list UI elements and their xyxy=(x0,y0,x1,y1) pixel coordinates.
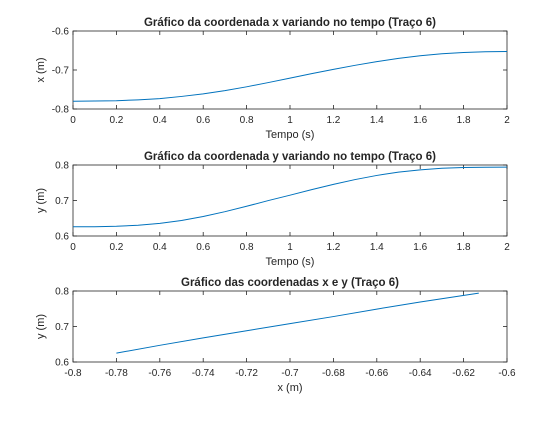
x-vs-time-chart-title: Gráfico da coordenada x variando no temp… xyxy=(144,17,436,29)
y-vs-x-x-tick-label: -0.76 xyxy=(148,368,171,379)
y-vs-x-x-tick-label: -0.7 xyxy=(281,368,299,379)
x-vs-time-series-line xyxy=(72,50,508,102)
y-vs-x-x-tick-label: -0.72 xyxy=(235,368,258,379)
y-vs-x-y-tick-label: 0.6 xyxy=(55,358,69,369)
y-vs-x-x-tick-label: -0.64 xyxy=(409,368,432,379)
y-vs-x-y-tick-label: 0.8 xyxy=(55,287,69,298)
y-vs-x-x-tick-label: -0.6 xyxy=(498,368,516,379)
y-vs-x-x-axis-label: x (m) xyxy=(277,382,302,394)
x-vs-time-x-tick-label: 0.6 xyxy=(196,115,210,126)
y-vs-x-y-axis-label: y (m) xyxy=(35,314,47,339)
x-vs-time-x-tick-label: 1.4 xyxy=(370,115,384,126)
x-vs-time-panel: 0 0.2 0.4 0.6 0.8 1 1.2 1.4 1.6 1.8 2 -0.8 -0.7 -0.6 G… xyxy=(35,17,510,141)
y-vs-x-plot-area xyxy=(72,290,508,363)
x-vs-time-x-tick-label: 0.4 xyxy=(153,115,167,126)
y-vs-x-x-tick-label: -0.62 xyxy=(452,368,475,379)
y-vs-time-y-tick-label: 0.8 xyxy=(55,161,69,172)
x-vs-time-y-tick-label: -0.8 xyxy=(52,105,70,116)
y-vs-x-x-tick-label: -0.74 xyxy=(192,368,215,379)
x-vs-time-y-axis-label: x (m) xyxy=(35,57,47,82)
y-vs-x-series-line xyxy=(116,292,479,354)
x-vs-time-x-tick-label: 2 xyxy=(504,115,510,126)
y-vs-time-y-tick-label: 0.6 xyxy=(55,232,69,243)
y-vs-time-chart-title: Gráfico da coordenada y variando no temp… xyxy=(144,151,436,163)
y-vs-time-x-tick-label: 2 xyxy=(504,242,510,253)
x-vs-time-x-axis-label: Tempo (s) xyxy=(266,129,315,141)
y-vs-time-panel: 0 0.2 0.4 0.6 0.8 1 1.2 1.4 1.6 1.8 2 0.6 0.7 0.8 Gráf… xyxy=(35,151,510,268)
y-vs-time-x-tick-label: 0.4 xyxy=(153,242,167,253)
y-vs-time-x-tick-label: 1.2 xyxy=(326,242,340,253)
y-vs-time-x-tick-label: 1.4 xyxy=(370,242,384,253)
y-vs-x-x-tick-label: -0.66 xyxy=(365,368,388,379)
x-vs-time-x-tick-label: 0.2 xyxy=(109,115,123,126)
x-vs-time-y-tick-label: -0.7 xyxy=(52,66,70,77)
y-vs-x-x-tick-label: -0.8 xyxy=(64,368,82,379)
y-vs-time-y-axis-label: y (m) xyxy=(35,188,47,213)
y-vs-time-x-tick-label: 1.6 xyxy=(413,242,427,253)
y-vs-x-x-tick-label: -0.78 xyxy=(105,368,128,379)
x-vs-time-x-tick-label: 1 xyxy=(287,115,293,126)
x-vs-time-x-tick-label: 1.6 xyxy=(413,115,427,126)
x-vs-time-x-tick-label: 0.8 xyxy=(240,115,254,126)
y-vs-time-x-tick-label: 0 xyxy=(70,242,76,253)
y-vs-x-chart-title: Gráfico das coordenadas x e y (Traço 6) xyxy=(181,277,399,289)
y-vs-time-series-line xyxy=(72,166,508,228)
y-vs-x-panel: -0.8 -0.78 -0.76 -0.74 -0.72 -0.7 -0.68 -0.66 -0… xyxy=(35,277,516,394)
y-vs-time-y-tick-label: 0.7 xyxy=(55,196,69,207)
x-vs-time-x-tick-label: 0 xyxy=(70,115,76,126)
y-vs-time-x-tick-label: 1 xyxy=(287,242,293,253)
x-vs-time-y-tick-label: -0.6 xyxy=(52,27,70,38)
y-vs-time-x-tick-label: 0.2 xyxy=(109,242,123,253)
y-vs-x-y-tick-label: 0.7 xyxy=(55,322,69,333)
x-vs-time-x-tick-label: 1.2 xyxy=(326,115,340,126)
x-vs-time-x-tick-label: 1.8 xyxy=(457,115,471,126)
y-vs-time-x-axis-label: Tempo (s) xyxy=(266,256,315,268)
y-vs-time-x-tick-label: 1.8 xyxy=(457,242,471,253)
x-vs-time-plot-area xyxy=(72,30,508,110)
y-vs-x-x-tick-label: -0.68 xyxy=(322,368,345,379)
y-vs-time-x-tick-label: 0.6 xyxy=(196,242,210,253)
y-vs-time-x-tick-label: 0.8 xyxy=(240,242,254,253)
